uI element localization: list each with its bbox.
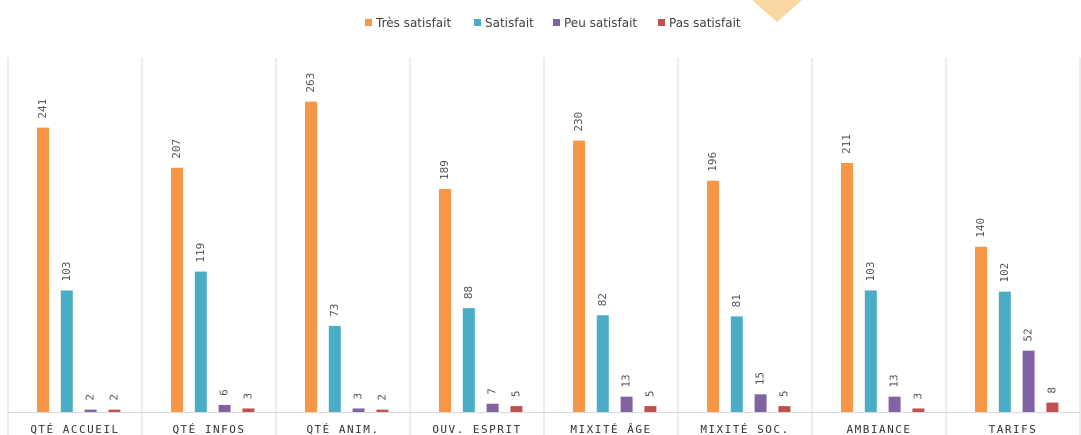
data-label-peu-satisfait-mixite-age: 13	[620, 374, 633, 387]
bar-peu-satisfait-mixite-soc	[754, 394, 767, 412]
bar-satisfait-ouv-esprit	[462, 308, 475, 412]
bar-satisfait-qte-anim	[328, 325, 341, 412]
legend-swatch-peu-satisfait	[553, 19, 560, 26]
data-label-satisfait-ambiance: 103	[864, 262, 877, 282]
data-label-tres-satisfait-qte-infos: 207	[170, 139, 183, 159]
bar-satisfait-tarifs	[998, 291, 1011, 412]
legend-swatch-pas-satisfait	[658, 19, 665, 26]
bar-pas-satisfait-mixite-soc	[778, 406, 791, 412]
data-label-tres-satisfait-mixite-age: 230	[572, 112, 585, 132]
bar-tres-satisfait-qte-infos	[171, 167, 183, 412]
data-label-peu-satisfait-tarifs: 52	[1022, 328, 1035, 341]
bar-peu-satisfait-ambiance	[888, 396, 901, 412]
data-label-satisfait-mixite-soc: 81	[730, 294, 743, 307]
data-label-peu-satisfait-ambiance: 13	[888, 374, 901, 387]
bar-peu-satisfait-qte-accueil	[84, 409, 97, 412]
bar-tres-satisfait-qte-accueil	[37, 127, 49, 413]
bar-pas-satisfait-ambiance	[912, 408, 925, 412]
data-label-tres-satisfait-ambiance: 211	[840, 134, 853, 154]
data-label-pas-satisfait-qte-infos: 3	[241, 393, 254, 400]
legend-label-pas-satisfait: Pas satisfait	[669, 16, 741, 30]
data-label-peu-satisfait-qte-infos: 6	[218, 389, 231, 396]
category-label-qte-anim: QTÉ ANIM.	[306, 423, 379, 435]
data-label-pas-satisfait-ambiance: 3	[911, 393, 924, 400]
bar-peu-satisfait-qte-anim	[352, 408, 365, 412]
data-label-pas-satisfait-qte-anim: 2	[375, 394, 388, 401]
bar-tres-satisfait-qte-anim	[305, 101, 317, 412]
bar-peu-satisfait-tarifs	[1022, 350, 1035, 412]
legend-label-tres-satisfait: Très satisfait	[375, 16, 451, 30]
bar-satisfait-ambiance	[864, 290, 877, 412]
data-label-tres-satisfait-ouv-esprit: 189	[438, 160, 451, 180]
bar-pas-satisfait-ouv-esprit	[510, 406, 523, 412]
legend-swatch-tres-satisfait	[365, 19, 372, 26]
bar-pas-satisfait-qte-anim	[376, 409, 389, 412]
bar-peu-satisfait-mixite-age	[620, 396, 633, 412]
bar-satisfait-mixite-soc	[730, 316, 743, 412]
bar-pas-satisfait-mixite-age	[644, 406, 657, 412]
bar-pas-satisfait-qte-infos	[242, 408, 255, 412]
category-label-ouv-esprit: OUV. ESPRIT	[432, 423, 521, 435]
category-label-ambiance: AMBIANCE	[847, 423, 912, 435]
data-label-pas-satisfait-tarifs: 8	[1045, 387, 1058, 394]
legend-label-peu-satisfait: Peu satisfait	[564, 16, 637, 30]
category-label-qte-accueil: QTÉ ACCUEIL	[30, 423, 119, 435]
legend-swatch-satisfait	[474, 19, 481, 26]
data-label-tres-satisfait-qte-accueil: 241	[36, 99, 49, 119]
bar-satisfait-qte-accueil	[60, 290, 73, 412]
data-label-pas-satisfait-qte-accueil: 2	[107, 394, 120, 401]
bar-pas-satisfait-qte-accueil	[108, 409, 121, 412]
bar-tres-satisfait-ambiance	[841, 163, 853, 412]
data-label-peu-satisfait-qte-anim: 3	[352, 393, 365, 400]
category-label-mixite-age: MIXITÉ ÂGE	[570, 423, 651, 435]
data-label-satisfait-qte-infos: 119	[194, 243, 207, 263]
bar-pas-satisfait-tarifs	[1046, 402, 1059, 412]
decorative-triangle	[752, 0, 802, 22]
category-label-tarifs: TARIFS	[989, 423, 1038, 435]
bar-tres-satisfait-mixite-age	[573, 140, 585, 412]
data-label-satisfait-qte-accueil: 103	[60, 262, 73, 282]
data-label-pas-satisfait-ouv-esprit: 5	[509, 390, 522, 397]
data-label-satisfait-qte-anim: 73	[328, 304, 341, 317]
data-label-peu-satisfait-mixite-soc: 15	[754, 372, 767, 385]
category-label-qte-infos: QTÉ INFOS	[172, 423, 245, 435]
data-label-satisfait-mixite-age: 82	[596, 293, 609, 306]
data-label-peu-satisfait-ouv-esprit: 7	[486, 388, 499, 395]
bar-peu-satisfait-ouv-esprit	[486, 403, 499, 412]
bar-satisfait-mixite-age	[596, 315, 609, 412]
data-label-pas-satisfait-mixite-soc: 5	[777, 390, 790, 397]
data-label-peu-satisfait-qte-accueil: 2	[84, 394, 97, 401]
bar-tres-satisfait-tarifs	[975, 246, 987, 412]
legend-label-satisfait: Satisfait	[485, 16, 534, 30]
data-label-satisfait-tarifs: 102	[998, 263, 1011, 283]
data-label-satisfait-ouv-esprit: 88	[462, 286, 475, 299]
data-label-pas-satisfait-mixite-age: 5	[643, 390, 656, 397]
bar-peu-satisfait-qte-infos	[218, 404, 231, 412]
data-label-tres-satisfait-mixite-soc: 196	[706, 152, 719, 172]
bar-tres-satisfait-mixite-soc	[707, 180, 719, 412]
bar-satisfait-qte-infos	[194, 271, 207, 412]
data-label-tres-satisfait-tarifs: 140	[974, 218, 987, 238]
data-label-tres-satisfait-qte-anim: 263	[304, 73, 317, 93]
category-label-mixite-soc: MIXITÉ SOC.	[700, 423, 789, 435]
bar-tres-satisfait-ouv-esprit	[439, 188, 451, 412]
